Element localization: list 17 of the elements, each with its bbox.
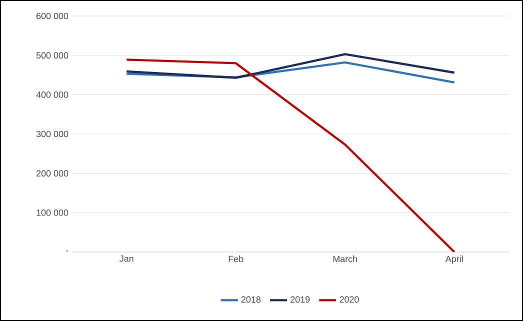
y-tick-label: 100 000 [36, 209, 68, 216]
y-tick-label: 500 000 [36, 52, 68, 59]
y-tick-label: 400 000 [36, 91, 68, 98]
x-tick-label: Feb [228, 256, 244, 262]
x-tick-label: April [445, 256, 463, 264]
y-tick-label: 200 000 [36, 170, 68, 177]
line-series [126, 61, 456, 84]
legend-label: 2019 [290, 296, 310, 303]
x-tick-label: Jan [120, 256, 134, 262]
line-series [126, 58, 456, 252]
x-tick-label: March [333, 256, 357, 262]
y-tick-label: - [66, 250, 68, 252]
y-tick-label: 300 000 [36, 130, 68, 138]
y-tick-label: 600 000 [36, 12, 68, 20]
line-series [126, 53, 456, 79]
legend-label: 2018 [241, 296, 261, 303]
legend-label: 2020 [340, 296, 359, 303]
